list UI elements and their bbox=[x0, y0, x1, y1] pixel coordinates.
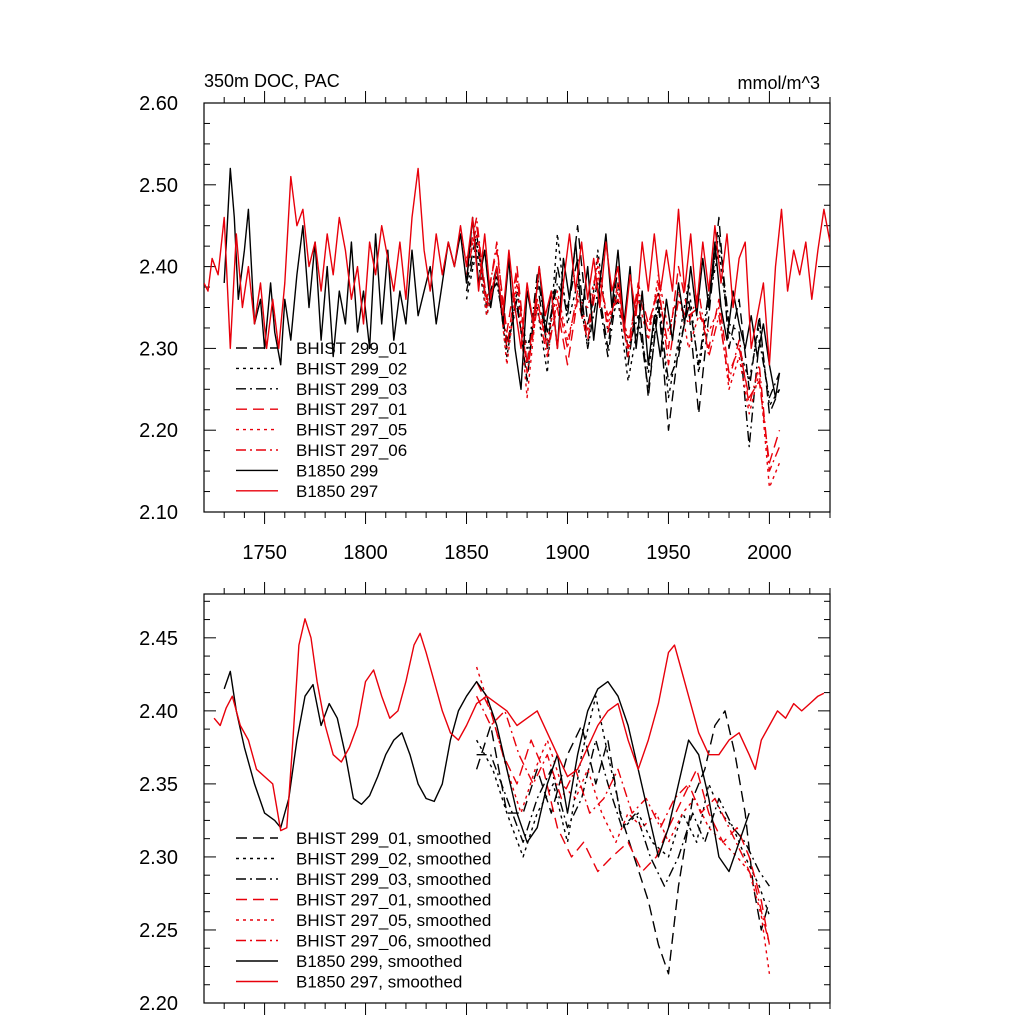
series-group bbox=[213, 618, 825, 975]
x-tick-label: 1950 bbox=[646, 542, 691, 564]
series-line-5 bbox=[475, 666, 771, 974]
legend-label: BHIST 297_05, smoothed bbox=[296, 911, 491, 930]
x-tick-label: 2000 bbox=[747, 542, 792, 564]
plot-frame bbox=[203, 593, 831, 1004]
legend-label: B1850 297 bbox=[296, 482, 378, 501]
legend-label: BHIST 299_03 bbox=[296, 380, 407, 399]
series-line-5 bbox=[465, 233, 781, 489]
x-tick-label: 1750 bbox=[242, 542, 287, 564]
series-line-6 bbox=[475, 695, 771, 945]
y-tick-label: 2.20 bbox=[139, 420, 178, 442]
legend: BHIST 299_01, smoothed BHIST 299_02, smoo… bbox=[236, 829, 491, 992]
series-line-4 bbox=[475, 681, 771, 945]
series-line-2 bbox=[475, 695, 771, 916]
series-group bbox=[204, 167, 830, 489]
series-line-8 bbox=[204, 167, 830, 366]
x-tick-label: 1850 bbox=[444, 542, 489, 564]
y-tick-label: 2.45 bbox=[139, 628, 178, 650]
legend-label: BHIST 297_01 bbox=[296, 400, 407, 419]
legend-label: B1850 297, smoothed bbox=[296, 973, 462, 992]
y-tick-label: 2.25 bbox=[139, 920, 178, 942]
series-line-7 bbox=[223, 670, 750, 873]
y-tick-label: 2.10 bbox=[139, 502, 178, 524]
y-tick-label: 2.30 bbox=[139, 338, 178, 360]
legend-label: BHIST 297_06, smoothed bbox=[296, 932, 491, 951]
legend-label: BHIST 299_02, smoothed bbox=[296, 850, 491, 869]
series-line-8 bbox=[213, 618, 825, 832]
y-tick-label: 2.40 bbox=[139, 257, 178, 279]
legend-label: BHIST 297_05 bbox=[296, 421, 407, 440]
legend-label: B1850 299, smoothed bbox=[296, 952, 462, 971]
y-tick-label: 2.50 bbox=[139, 175, 178, 197]
x-tick-label: 1900 bbox=[545, 542, 590, 564]
legend-label: BHIST 299_02 bbox=[296, 359, 407, 378]
top-plot: 1750 1800 1850 1900 1950 2000 2.10 2.20 2.30 2.40… bbox=[139, 71, 831, 564]
chart-title: 350m DOC, PAC bbox=[204, 71, 340, 91]
legend-label: BHIST 299_03, smoothed bbox=[296, 870, 491, 889]
legend-label: BHIST 299_01 bbox=[296, 339, 407, 358]
x-tick-label: 1800 bbox=[343, 542, 388, 564]
y-tick-label: 2.30 bbox=[139, 847, 178, 869]
legend-label: BHIST 297_01, smoothed bbox=[296, 891, 491, 910]
series-line-3 bbox=[476, 739, 770, 887]
y-tick-label: 2.40 bbox=[139, 701, 178, 723]
legend-label: BHIST 297_06 bbox=[296, 441, 407, 460]
y-tick-label: 2.60 bbox=[139, 93, 178, 115]
series-line-3 bbox=[465, 233, 781, 448]
y-tick-label: 2.35 bbox=[139, 774, 178, 796]
bottom-plot: 2.20 2.25 2.30 2.35 2.40 2.45 BHIST 299_01, sm… bbox=[139, 582, 831, 1015]
legend-label: B1850 299 bbox=[296, 461, 378, 480]
y-tick-label: 2.20 bbox=[139, 993, 178, 1015]
series-line-1 bbox=[475, 710, 771, 975]
units-label: mmol/m^3 bbox=[738, 73, 820, 93]
legend-label: BHIST 299_01, smoothed bbox=[296, 829, 491, 848]
